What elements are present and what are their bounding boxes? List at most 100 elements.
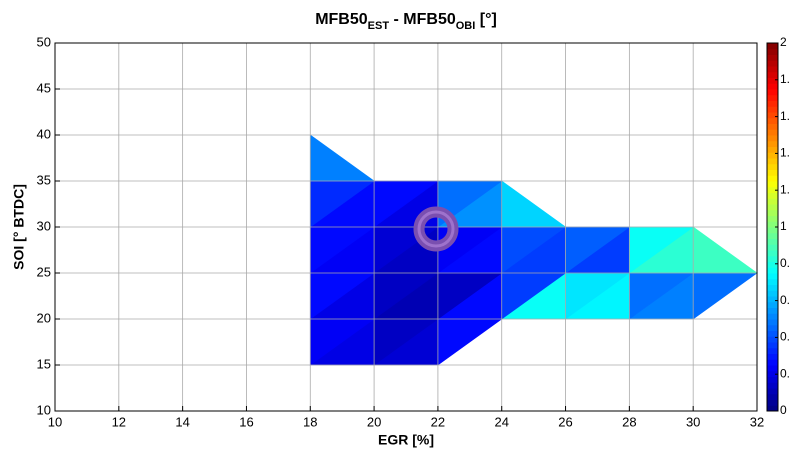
colorbar-segment <box>767 261 778 268</box>
colorbar-segment <box>767 181 778 188</box>
colorbar-segment <box>767 365 778 372</box>
colorbar-segment <box>767 112 778 119</box>
colorbar-segment <box>767 278 778 285</box>
colorbar-segment <box>767 117 778 124</box>
colorbar-tick-label: 0. <box>780 366 790 380</box>
colorbar-segment <box>767 135 778 142</box>
colorbar-segment <box>767 388 778 395</box>
y-tick-label: 35 <box>37 172 51 187</box>
colorbar-segment <box>767 376 778 383</box>
colorbar-segment <box>767 347 778 354</box>
y-tick-label: 10 <box>37 402 51 417</box>
x-tick-label: 18 <box>303 414 317 429</box>
x-tick-label: 30 <box>686 414 700 429</box>
colorbar-segment <box>767 175 778 182</box>
y-tick-label: 30 <box>37 218 51 233</box>
x-tick-label: 22 <box>431 414 445 429</box>
colorbar-segment <box>767 393 778 400</box>
colorbar-segment <box>767 77 778 84</box>
colorbar-segment <box>767 244 778 251</box>
colorbar-segment <box>767 284 778 291</box>
colorbar-segment <box>767 307 778 314</box>
x-tick-label: 12 <box>112 414 126 429</box>
colorbar-segment <box>767 43 778 50</box>
chart-title: MFB50EST - MFB50OBI [°] <box>315 11 497 32</box>
y-tick-label: 40 <box>37 126 51 141</box>
colorbar-segment <box>767 342 778 349</box>
colorbar-segment <box>767 227 778 234</box>
torus-marker <box>413 206 459 252</box>
colorbar-tick-label: 0 <box>780 403 787 417</box>
x-axis-label: EGR [%] <box>378 432 434 448</box>
colorbar-segment <box>767 106 778 113</box>
x-tick-label: 16 <box>239 414 253 429</box>
y-axis-label: SOI [° BTDC] <box>11 184 27 270</box>
colorbar-tick-label: 1. <box>780 109 790 123</box>
colorbar-segment <box>767 215 778 222</box>
colorbar-tick-label: 0. <box>780 256 790 270</box>
colorbar-segment <box>767 296 778 303</box>
colorbar-segment <box>767 140 778 147</box>
colorbar-segment <box>767 238 778 245</box>
y-tick-label: 45 <box>37 80 51 95</box>
colorbar-segment <box>767 267 778 274</box>
colorbar-segment <box>767 209 778 216</box>
colorbar-tick-label: 1. <box>780 182 790 196</box>
colorbar-segment <box>767 250 778 257</box>
x-tick-label: 10 <box>48 414 62 429</box>
x-tick-label: 24 <box>494 414 508 429</box>
colorbar-segment <box>767 48 778 55</box>
colorbar-segment <box>767 330 778 337</box>
colorbar-tick-label: 1 <box>780 219 787 233</box>
y-tick-label: 20 <box>37 310 51 325</box>
colorbar-segment <box>767 123 778 130</box>
colorbar-segment <box>767 399 778 406</box>
colorbar-segment <box>767 382 778 389</box>
colorbar-segment <box>767 152 778 159</box>
y-tick-label: 50 <box>37 34 51 49</box>
colorbar-tick-label: 1. <box>780 146 790 160</box>
colorbar-segment <box>767 163 778 170</box>
colorbar-tick-label: 0. <box>780 293 790 307</box>
colorbar-tick-label: 0. <box>780 330 790 344</box>
x-tick-label: 28 <box>622 414 636 429</box>
colorbar-segment <box>767 186 778 193</box>
x-tick-label: 26 <box>558 414 572 429</box>
colorbar-segment <box>767 353 778 360</box>
colorbar-segment <box>767 405 778 412</box>
colorbar-segment <box>767 324 778 331</box>
colorbar-segment <box>767 290 778 297</box>
colorbar-segment <box>767 146 778 153</box>
colorbar-segment <box>767 60 778 67</box>
colorbar-segment <box>767 83 778 90</box>
colorbar-segment <box>767 71 778 78</box>
colorbar-segment <box>767 313 778 320</box>
colorbar-segment <box>767 370 778 377</box>
colorbar-segment <box>767 359 778 366</box>
colorbar-segment <box>767 198 778 205</box>
colorbar-tick-label: 2 <box>780 35 787 49</box>
colorbar-segment <box>767 232 778 239</box>
colorbar-segment <box>767 158 778 165</box>
plot-area <box>54 42 758 412</box>
colorbar-segment <box>767 336 778 343</box>
colorbar-tick-label: 1. <box>780 72 790 86</box>
colorbar-segment <box>767 100 778 107</box>
y-tick-label: 25 <box>37 264 51 279</box>
colorbar-segment <box>767 319 778 326</box>
colorbar-segment <box>767 54 778 61</box>
colorbar-segment <box>767 301 778 308</box>
colorbar-segment <box>767 273 778 280</box>
colorbar-segment <box>767 129 778 136</box>
colorbar-segment <box>767 66 778 73</box>
colorbar-segment <box>767 89 778 96</box>
colorbar-segment <box>767 204 778 211</box>
y-tick-label: 15 <box>37 356 51 371</box>
colorbar-segment <box>767 221 778 228</box>
x-tick-label: 32 <box>750 414 764 429</box>
colorbar-segment <box>767 255 778 262</box>
x-tick-label: 20 <box>367 414 381 429</box>
colorbar-segment <box>767 169 778 176</box>
